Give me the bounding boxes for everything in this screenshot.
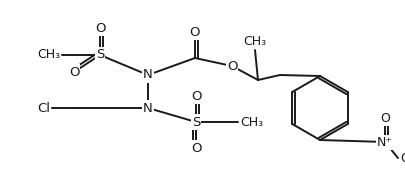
Text: N: N [143,68,153,81]
Text: O: O [380,112,390,124]
Text: S: S [192,116,200,129]
Text: O: O [69,65,79,79]
Text: O: O [227,59,237,73]
Text: O: O [190,25,200,39]
Text: CH₃: CH₃ [240,116,263,129]
Text: S: S [96,48,104,61]
Text: CH₃: CH₃ [37,48,60,61]
Text: O: O [191,141,201,155]
Text: CH₃: CH₃ [243,35,266,48]
Text: Cl: Cl [37,101,50,115]
Text: O⁻: O⁻ [400,152,405,164]
Text: O: O [95,21,105,35]
Text: N: N [143,101,153,115]
Text: O: O [191,90,201,102]
Text: N⁺: N⁺ [377,136,393,149]
